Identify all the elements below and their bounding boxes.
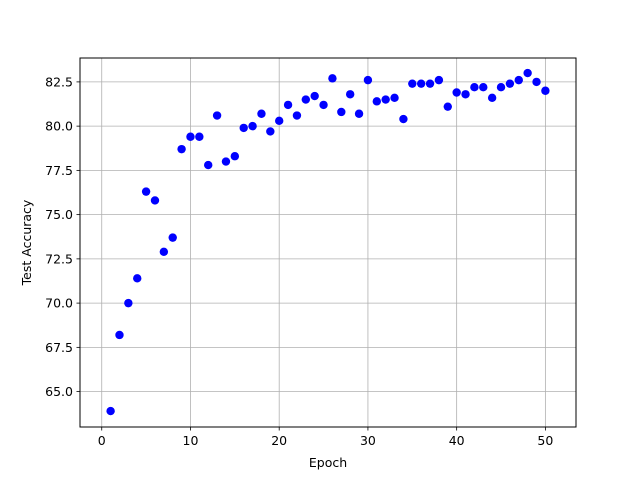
- data-point: [337, 107, 346, 117]
- data-point: [248, 121, 257, 131]
- x-axis-label: Epoch: [309, 455, 347, 470]
- data-point: [532, 77, 541, 87]
- y-tick-label: 82.5: [45, 74, 73, 89]
- data-point: [301, 95, 311, 104]
- data-point: [354, 109, 364, 118]
- data-point: [124, 298, 133, 308]
- data-point: [479, 83, 488, 92]
- data-point: [239, 123, 248, 133]
- y-tick-label: 75.0: [45, 207, 73, 222]
- data-point: [416, 79, 426, 88]
- data-point: [319, 100, 328, 110]
- data-point: [496, 83, 506, 92]
- data-point: [257, 109, 266, 118]
- data-point: [230, 152, 240, 161]
- data-point: [195, 132, 204, 141]
- data-point: [487, 93, 497, 103]
- y-axis-label: Test Accuracy: [19, 199, 34, 286]
- data-point: [470, 83, 479, 92]
- data-point: [186, 132, 195, 141]
- y-tick-label: 70.0: [45, 296, 73, 311]
- data-point: [328, 74, 337, 83]
- data-point: [443, 102, 452, 111]
- y-tick-label: 72.5: [45, 251, 73, 266]
- axes-frame: [79, 57, 577, 428]
- grid: [80, 58, 576, 427]
- data-point: [425, 79, 435, 88]
- data-point: [452, 88, 461, 97]
- data-point: [150, 196, 160, 205]
- data-point: [141, 187, 151, 196]
- data-point: [345, 90, 355, 99]
- x-tick-label: 50: [537, 433, 553, 448]
- data-point: [434, 75, 444, 85]
- data-point: [381, 95, 390, 104]
- data-point: [168, 233, 177, 242]
- data-point: [461, 90, 470, 99]
- data-point: [372, 97, 382, 106]
- data-point: [274, 116, 284, 126]
- x-tick-label: 30: [360, 433, 376, 448]
- data-point: [399, 114, 408, 124]
- data-point: [283, 100, 293, 110]
- x-tick-label: 0: [98, 433, 106, 448]
- y-tick-label: 67.5: [45, 340, 73, 355]
- data-point: [204, 160, 213, 170]
- x-tick-label: 20: [271, 433, 287, 448]
- data-point: [541, 86, 550, 95]
- data-point: [212, 111, 222, 120]
- data-point: [408, 79, 417, 88]
- y-tick-label: 65.0: [45, 384, 73, 399]
- y-tick-label: 80.0: [45, 119, 73, 134]
- x-tick-label: 40: [449, 433, 465, 448]
- data-point: [159, 247, 169, 256]
- data-point: [266, 127, 275, 136]
- y-tick-label: 77.5: [45, 163, 73, 178]
- data-point: [106, 406, 115, 416]
- data-point: [177, 144, 186, 154]
- data-point: [133, 274, 142, 283]
- data-point: [221, 157, 231, 166]
- data-point: [310, 91, 319, 101]
- data-point: [514, 75, 523, 85]
- x-tick-label: 10: [183, 433, 199, 448]
- data-point: [292, 111, 302, 120]
- data-point: [115, 330, 124, 340]
- data-point: [523, 68, 532, 78]
- data-point: [390, 93, 399, 103]
- ticks: 0 10 20 30 40 50 65.0 67.5 70.0 72.5 75.0 77.5 80.0 8…: [45, 74, 553, 448]
- data-point: [505, 79, 515, 88]
- data-point: [363, 75, 373, 85]
- data-points: [106, 68, 550, 416]
